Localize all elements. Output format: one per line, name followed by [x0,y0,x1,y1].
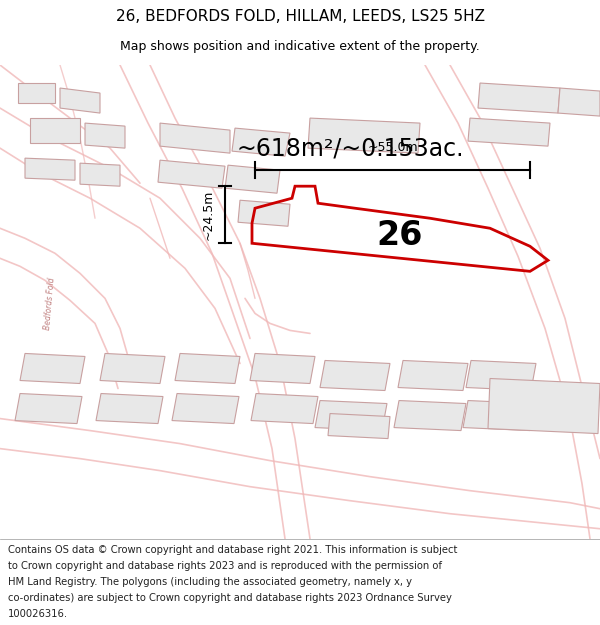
Polygon shape [225,165,280,193]
Polygon shape [328,414,390,439]
Polygon shape [158,160,225,188]
Text: ~24.5m: ~24.5m [202,189,215,240]
Text: 100026316.: 100026316. [8,609,68,619]
Text: Map shows position and indicative extent of the property.: Map shows position and indicative extent… [120,40,480,53]
Text: Bedfords Fold: Bedfords Fold [43,277,57,330]
Polygon shape [320,361,390,391]
Polygon shape [96,394,163,424]
Polygon shape [394,401,466,431]
Text: 26: 26 [377,219,423,252]
Polygon shape [60,88,100,113]
Text: ~618m²/~0.153ac.: ~618m²/~0.153ac. [236,136,464,160]
Polygon shape [80,163,120,186]
Text: co-ordinates) are subject to Crown copyright and database rights 2023 Ordnance S: co-ordinates) are subject to Crown copyr… [8,592,452,602]
Polygon shape [20,354,85,384]
Polygon shape [315,401,387,431]
Polygon shape [100,354,165,384]
Text: 26, BEDFORDS FOLD, HILLAM, LEEDS, LS25 5HZ: 26, BEDFORDS FOLD, HILLAM, LEEDS, LS25 5… [115,9,485,24]
Polygon shape [558,88,600,116]
Text: Contains OS data © Crown copyright and database right 2021. This information is : Contains OS data © Crown copyright and d… [8,545,457,555]
Polygon shape [238,200,290,226]
Polygon shape [18,83,55,103]
Polygon shape [463,401,535,431]
Polygon shape [85,123,125,148]
Polygon shape [15,394,82,424]
Text: to Crown copyright and database rights 2023 and is reproduced with the permissio: to Crown copyright and database rights 2… [8,561,442,571]
Polygon shape [160,123,230,153]
Polygon shape [232,128,290,156]
Polygon shape [398,361,468,391]
Polygon shape [488,379,600,434]
Polygon shape [466,361,536,391]
Polygon shape [30,118,80,143]
Polygon shape [308,118,420,153]
Polygon shape [478,83,560,113]
Text: ~55.0m: ~55.0m [367,141,418,154]
Polygon shape [251,394,318,424]
Polygon shape [25,158,75,180]
Polygon shape [172,394,239,424]
Polygon shape [468,118,550,146]
Polygon shape [175,354,240,384]
Polygon shape [250,354,315,384]
Text: HM Land Registry. The polygons (including the associated geometry, namely x, y: HM Land Registry. The polygons (includin… [8,577,412,587]
